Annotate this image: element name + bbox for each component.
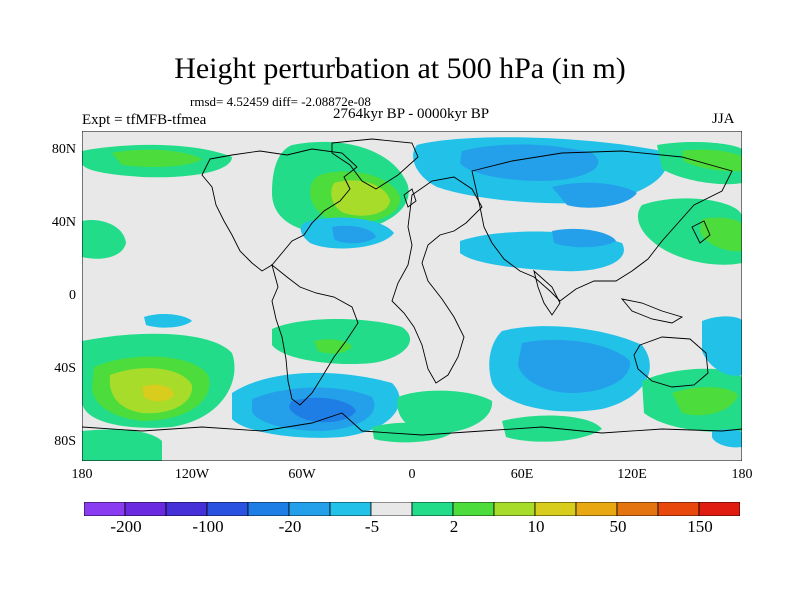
colorbar [84, 502, 740, 516]
lon-label-60w: 60W [288, 467, 316, 482]
colorbar-label-m100: -100 [192, 517, 224, 536]
colorbar-box-12 [575, 502, 618, 516]
colorbar-label-m5: -5 [364, 517, 380, 536]
lat-label-80n: 80N [51, 142, 76, 157]
experiment-label: Expt = tfMFB-tfmea [82, 112, 207, 128]
colorbar-box-4 [247, 502, 290, 516]
lat-label-0: 0 [69, 288, 76, 303]
colorbar-box-7 [370, 502, 413, 516]
colorbar-label-10: 10 [527, 517, 545, 536]
colorbar-label-2: 2 [449, 517, 459, 536]
colorbar-box-8 [411, 502, 454, 516]
colorbar-box-6 [329, 502, 372, 516]
colorbar-box-0 [84, 502, 126, 516]
lon-label-0: 0 [408, 467, 416, 482]
lat-label-80s: 80S [54, 434, 76, 449]
lon-label-120w: 120W [174, 467, 210, 482]
coastlines [82, 138, 742, 436]
colorbar-box-10 [493, 502, 536, 516]
lon-label-180e: 180 [731, 467, 753, 482]
lat-label-40n: 40N [51, 215, 76, 230]
colorbar-box-3 [206, 502, 249, 516]
colorbar-box-5 [288, 502, 331, 516]
colorbar-box-9 [452, 502, 495, 516]
map-plot [82, 131, 742, 461]
colorbar-box-1 [124, 502, 167, 516]
colorbar-label-m20: -20 [278, 517, 302, 536]
lon-label-120e: 120E [617, 467, 647, 482]
colorbar-label-m200: -200 [110, 517, 142, 536]
colorbar-box-11 [534, 502, 577, 516]
colorbar-box-2 [165, 502, 208, 516]
plot-title: Height perturbation at 500 hPa (in m) [174, 52, 626, 85]
season-label: JJA [712, 111, 735, 127]
colorbar-label-150: 150 [687, 517, 713, 536]
lat-label-40s: 40S [54, 361, 76, 376]
colorbar-box-15 [698, 502, 740, 516]
lon-label-60e: 60E [510, 467, 534, 482]
lon-label-180w: 180 [71, 467, 93, 482]
colorbar-label-50: 50 [609, 517, 627, 536]
stats-text: rmsd= 4.52459 diff= -2.08872e-08 [190, 94, 371, 109]
contour-fill [82, 137, 742, 461]
colorbar-box-14 [657, 502, 700, 516]
period-label: 2764kyr BP - 0000kyr BP [332, 106, 490, 122]
colorbar-box-13 [616, 502, 659, 516]
